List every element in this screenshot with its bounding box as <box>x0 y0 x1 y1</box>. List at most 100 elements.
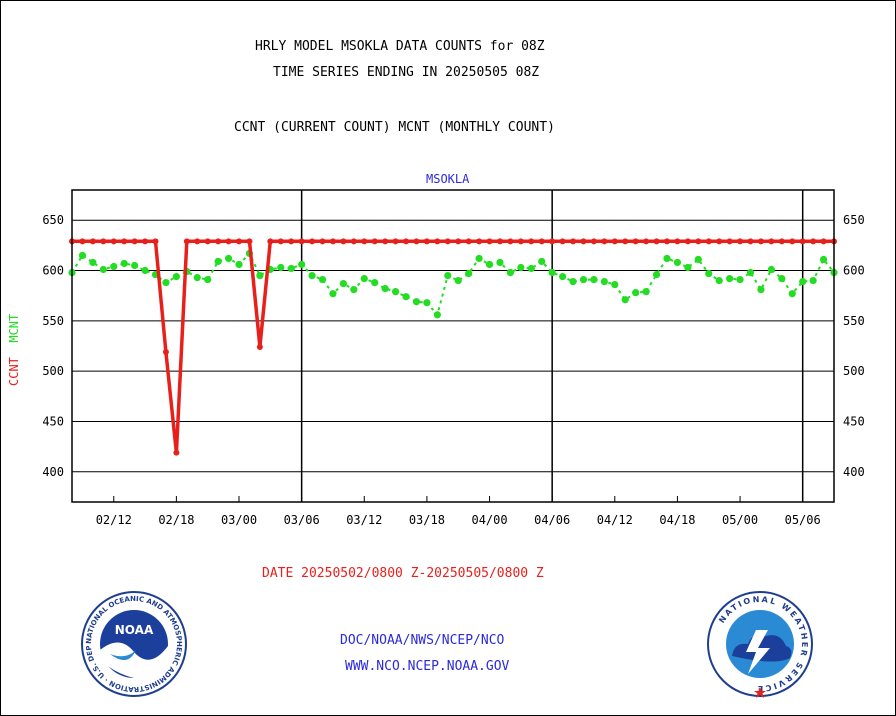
data-point-mcnt <box>308 271 316 280</box>
data-point-ccnt <box>403 238 410 245</box>
data-point-ccnt <box>152 238 159 245</box>
data-point-ccnt <box>340 238 347 245</box>
data-point-mcnt <box>611 281 619 289</box>
data-point-ccnt <box>465 238 472 245</box>
x-tick-label: 05/06 <box>785 513 821 527</box>
x-tick-label: 03/12 <box>346 513 382 527</box>
x-tick-label: 04/00 <box>471 513 507 527</box>
data-point-ccnt <box>455 238 462 245</box>
data-point-ccnt <box>298 238 305 245</box>
data-point-mcnt <box>371 278 379 287</box>
data-point-mcnt <box>715 276 723 285</box>
data-point-ccnt <box>705 238 712 245</box>
data-point-ccnt <box>653 238 660 245</box>
data-point-ccnt <box>183 238 190 245</box>
x-tick-label: 02/18 <box>158 513 194 527</box>
data-point-mcnt <box>642 288 650 296</box>
data-point-mcnt <box>412 298 421 306</box>
noaa-logo-center-text: NOAA <box>115 623 154 637</box>
data-point-mcnt <box>350 286 358 294</box>
data-point-mcnt <box>89 258 97 267</box>
data-point-ccnt <box>684 238 691 245</box>
x-tick-label: 02/12 <box>96 513 132 527</box>
data-point-ccnt <box>820 238 827 245</box>
data-point-mcnt <box>767 265 775 274</box>
data-point-ccnt <box>570 238 577 245</box>
data-point-ccnt <box>100 238 107 245</box>
data-point-ccnt <box>89 238 96 245</box>
chart-station-label: MSOKLA <box>426 172 470 186</box>
data-point-mcnt <box>778 274 786 283</box>
data-point-ccnt <box>663 238 670 245</box>
data-point-mcnt <box>517 263 525 272</box>
data-point-ccnt <box>768 238 775 245</box>
data-point-ccnt <box>444 238 451 245</box>
data-point-ccnt <box>413 238 420 245</box>
data-point-mcnt <box>506 268 515 277</box>
data-point-mcnt <box>454 276 462 285</box>
data-point-mcnt <box>757 286 765 294</box>
data-point-mcnt <box>235 260 243 269</box>
data-point-ccnt <box>496 238 503 245</box>
data-point-ccnt <box>810 238 817 245</box>
x-tick-label: 04/18 <box>659 513 695 527</box>
data-point-mcnt <box>402 293 410 301</box>
data-point-mcnt <box>339 280 347 288</box>
y-tick-label-left-450: 450 <box>42 414 64 428</box>
data-point-ccnt <box>423 238 430 245</box>
data-point-mcnt <box>214 257 222 266</box>
data-point-ccnt <box>632 238 639 245</box>
data-point-ccnt <box>799 238 806 245</box>
data-point-mcnt <box>465 269 473 278</box>
data-point-mcnt <box>172 272 180 281</box>
y-tick-label-right-550: 550 <box>843 314 865 328</box>
data-point-mcnt <box>78 251 87 260</box>
y-tick-label-right-450: 450 <box>843 414 865 428</box>
data-point-ccnt <box>778 238 785 245</box>
data-point-ccnt <box>131 238 138 245</box>
data-point-ccnt <box>329 238 336 245</box>
data-point-mcnt <box>110 262 118 271</box>
data-point-mcnt <box>204 275 212 284</box>
data-point-mcnt <box>496 258 504 267</box>
data-point-ccnt <box>288 238 295 245</box>
data-point-mcnt <box>684 263 692 272</box>
data-point-ccnt <box>309 238 316 245</box>
data-point-ccnt <box>371 238 378 245</box>
data-point-mcnt <box>726 274 734 283</box>
data-point-ccnt <box>528 238 535 245</box>
data-point-ccnt <box>517 238 524 245</box>
data-point-mcnt <box>569 277 577 286</box>
data-point-ccnt <box>726 238 733 245</box>
data-point-ccnt <box>225 238 232 245</box>
data-point-ccnt <box>789 238 796 245</box>
data-point-mcnt <box>632 289 640 297</box>
data-point-ccnt <box>695 238 702 245</box>
data-point-mcnt <box>819 255 828 264</box>
chart-subtitle: CCNT (CURRENT COUNT) MCNT (MONTHLY COUNT… <box>234 120 555 135</box>
data-point-ccnt <box>256 344 263 351</box>
noaa-logo-icon: NATIONAL OCEANIC AND ATMOSPHERIC ADMINIS… <box>80 590 187 697</box>
data-point-ccnt <box>246 238 253 245</box>
data-point-ccnt <box>549 238 556 245</box>
data-point-mcnt <box>141 266 149 275</box>
data-point-ccnt <box>361 238 368 245</box>
data-point-ccnt <box>215 238 222 245</box>
data-point-mcnt <box>663 254 671 263</box>
data-point-ccnt <box>267 238 274 245</box>
x-tick-label: 03/00 <box>221 513 257 527</box>
x-tick-label: 05/00 <box>722 513 758 527</box>
data-point-ccnt <box>392 238 399 245</box>
data-point-mcnt <box>277 263 285 272</box>
data-point-mcnt <box>485 260 494 269</box>
data-point-mcnt <box>788 290 796 298</box>
data-point-mcnt <box>538 257 546 266</box>
data-point-ccnt <box>757 238 764 245</box>
data-point-mcnt <box>527 264 535 273</box>
data-point-ccnt <box>674 238 681 245</box>
data-point-ccnt <box>538 238 545 245</box>
data-point-mcnt <box>224 254 233 263</box>
data-point-mcnt <box>736 275 744 284</box>
data-point-mcnt <box>652 270 661 279</box>
